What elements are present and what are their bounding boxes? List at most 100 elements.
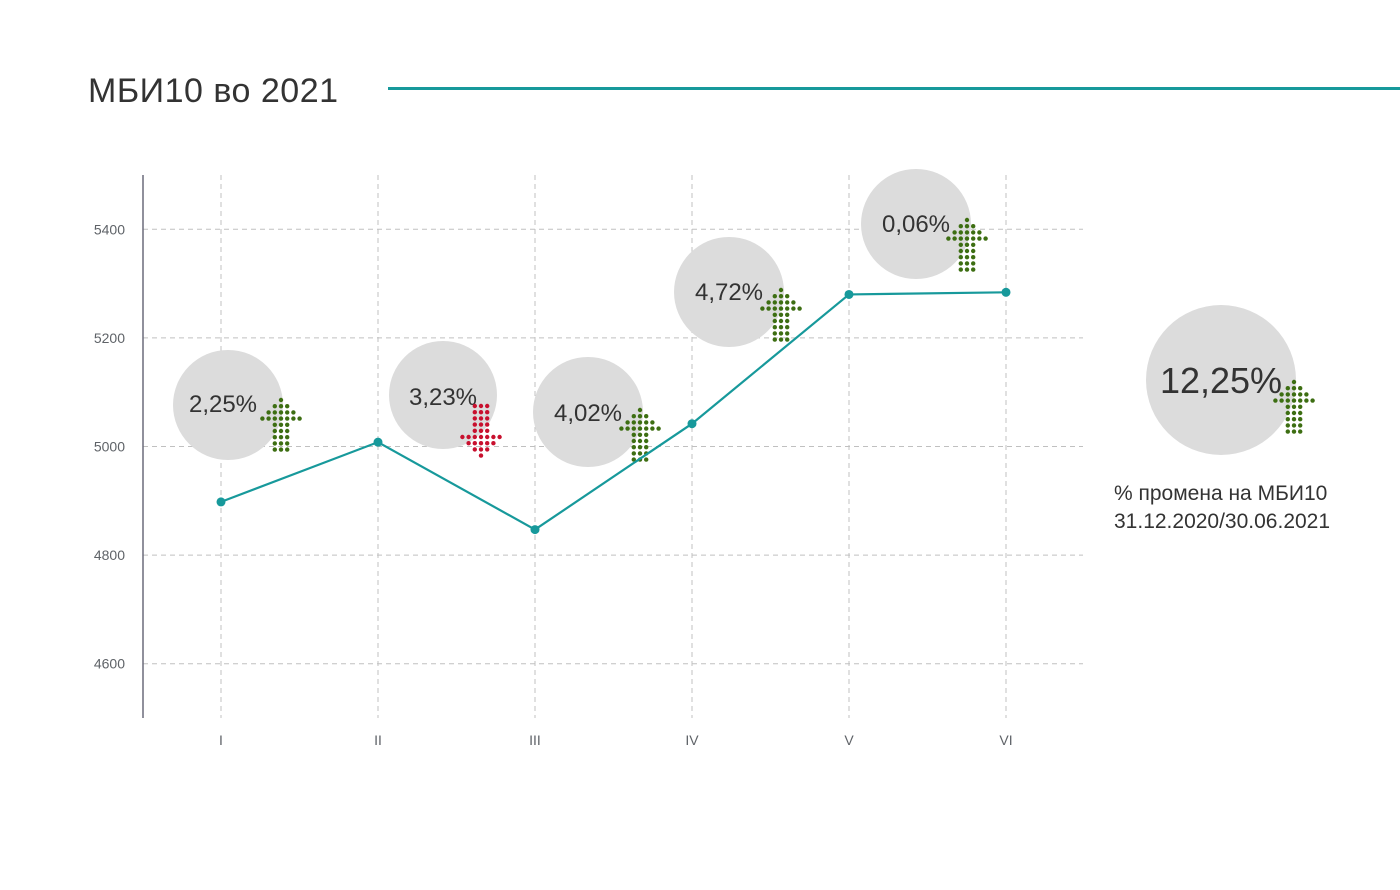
arrow-dot <box>285 416 290 421</box>
x-tick-label: IV <box>685 732 699 748</box>
change-bubble: 2,25% <box>173 350 302 460</box>
arrow-dot <box>485 416 490 421</box>
change-label: 3,23% <box>409 384 477 411</box>
data-point <box>530 525 540 535</box>
arrow-down-icon <box>460 403 502 458</box>
y-tick-label: 5000 <box>94 439 125 455</box>
arrow-dot <box>1298 392 1303 397</box>
arrow-dot <box>1285 417 1291 422</box>
arrow-dot <box>285 447 290 452</box>
arrow-dot <box>952 230 957 235</box>
arrow-dot <box>1291 423 1297 428</box>
arrow-dot <box>478 453 484 458</box>
arrow-dot <box>631 414 636 419</box>
arrow-dot <box>272 441 277 446</box>
x-tick-labels: I II III IV V VI <box>219 732 1013 748</box>
change-label: 0,06% <box>882 211 950 238</box>
arrow-dot <box>1291 404 1297 409</box>
y-tick-labels: 4600 4800 5000 5200 5400 <box>94 221 125 671</box>
change-bubbles: 2,25% 3,23% 4,02% 4,72% 0,06% <box>173 169 988 467</box>
arrow-dot <box>760 306 765 311</box>
arrow-dot <box>472 428 477 433</box>
arrow-dot <box>631 426 636 431</box>
arrow-dot <box>1285 386 1291 391</box>
arrow-dot <box>1279 398 1284 403</box>
arrow-dot <box>983 236 988 241</box>
arrow-dot <box>285 435 290 440</box>
x-tick-label: II <box>374 732 382 748</box>
arrow-dot <box>964 236 970 241</box>
arrow-dot <box>778 318 784 324</box>
arrow-dot <box>778 331 784 336</box>
arrow-dot <box>272 435 277 440</box>
change-bubble: 4,02% <box>533 357 661 467</box>
bubble-circle <box>674 237 784 347</box>
arrow-dot <box>971 255 976 260</box>
arrow-dot <box>772 318 777 324</box>
arrow-dot <box>631 420 636 425</box>
arrow-dot <box>971 261 976 266</box>
arrow-dot <box>977 230 982 235</box>
arrow-dot <box>971 248 976 254</box>
arrow-dot <box>772 294 777 299</box>
arrow-dot <box>772 331 777 336</box>
arrow-dot <box>772 325 777 330</box>
arrow-dot <box>278 404 284 409</box>
arrow-dot <box>278 435 284 440</box>
arrow-dot <box>1291 429 1297 434</box>
arrow-dot <box>1291 410 1297 416</box>
change-label: 4,02% <box>554 400 622 427</box>
arrow-dot <box>285 428 290 434</box>
arrow-dot <box>472 403 477 409</box>
arrow-dot <box>772 312 777 317</box>
arrow-dot <box>1298 423 1303 428</box>
arrow-dot <box>637 451 643 456</box>
arrow-dot <box>644 445 649 450</box>
arrow-dot <box>278 410 284 415</box>
arrow-dot <box>1310 398 1315 403</box>
arrow-dot <box>278 422 284 427</box>
arrow-dot <box>1291 392 1297 397</box>
arrow-dot <box>485 428 490 433</box>
bubble-circle <box>389 341 497 449</box>
arrow-dot <box>644 414 649 419</box>
arrow-dot <box>631 432 636 437</box>
arrow-dot <box>1298 410 1303 416</box>
arrow-dot <box>778 312 784 317</box>
arrow-dot <box>278 397 284 403</box>
arrow-dot <box>1285 429 1291 434</box>
arrow-dot <box>644 438 649 444</box>
arrow-dot <box>491 441 496 446</box>
arrow-dot <box>964 224 970 229</box>
data-point <box>1001 287 1011 297</box>
arrow-dot <box>772 300 777 305</box>
arrow-dot <box>472 410 477 415</box>
arrow-dot <box>958 242 963 247</box>
y-tick-label: 5400 <box>94 221 125 237</box>
arrow-dot <box>778 325 784 330</box>
arrow-dot <box>272 422 277 427</box>
arrow-dot <box>971 224 976 229</box>
arrow-dot <box>964 242 970 247</box>
arrow-dot <box>478 403 484 409</box>
arrow-dot <box>791 306 796 311</box>
arrow-dot <box>958 236 963 241</box>
arrow-dot <box>485 434 490 440</box>
grid <box>143 175 1083 718</box>
arrow-dot <box>637 407 643 413</box>
arrow-dot <box>766 300 771 305</box>
arrow-dot <box>266 410 271 415</box>
total-change-value: 12,25% <box>1160 360 1282 401</box>
arrow-dot <box>625 426 630 431</box>
change-label: 2,25% <box>189 391 257 418</box>
arrow-dot <box>272 428 277 434</box>
change-bubble: 3,23% <box>389 341 502 458</box>
arrow-dot <box>1273 398 1278 403</box>
arrow-dot <box>958 255 963 260</box>
arrow-dot <box>785 300 790 305</box>
arrow-up-icon <box>946 217 988 272</box>
bubble-circle <box>173 350 283 460</box>
y-tick-label: 5200 <box>94 330 125 346</box>
arrow-dot <box>278 441 284 446</box>
